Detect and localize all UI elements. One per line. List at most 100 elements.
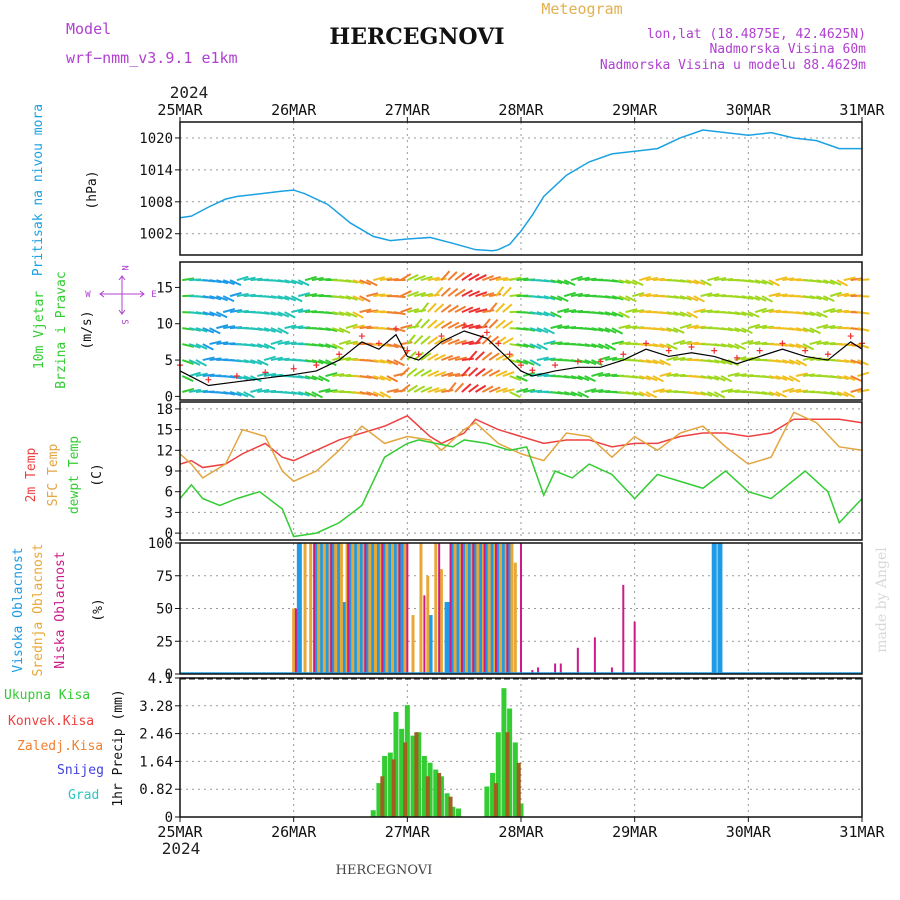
wind-barb (502, 354, 515, 361)
wind-barb (277, 340, 290, 346)
wind-barb (474, 367, 486, 377)
wind-barb (604, 295, 618, 300)
wind-barb (570, 275, 583, 282)
cloud-bar-high (365, 543, 371, 674)
wind-barb (352, 324, 365, 330)
cloud-bar-mid (476, 543, 480, 674)
wind-barb (481, 334, 492, 345)
wind-barb (318, 388, 331, 393)
y-tick-label: 2.46 (139, 727, 173, 743)
cloud-bar-mid (362, 543, 366, 674)
panel-frame (179, 542, 863, 675)
wind-barb (768, 309, 781, 314)
wind-barb (406, 334, 416, 345)
wind-barb (420, 352, 432, 361)
cloud-bar-mid (403, 543, 407, 674)
wind-barb (557, 279, 570, 286)
cloud-bar-low (593, 637, 596, 674)
wind-barb (413, 385, 426, 393)
wind-barb (406, 350, 417, 361)
wind-barb (795, 311, 809, 316)
wind-barb (468, 273, 480, 282)
cloud-bar-low (364, 543, 367, 674)
wind-barb (700, 309, 713, 314)
pressure-line (179, 129, 862, 252)
wind-barb (536, 295, 549, 300)
y-tick-label: 6 (165, 485, 173, 501)
wind-gust-marker (711, 347, 718, 354)
wind-barb (495, 370, 508, 377)
cloud-bar-low (381, 543, 384, 674)
wind-ylabel-2: Brzina i Pravac (54, 271, 69, 388)
wind-barb (447, 338, 460, 346)
wind-barb (475, 308, 488, 314)
y-tick-label: 12 (156, 443, 173, 459)
cloud-bar-mid (499, 543, 503, 674)
wind-barb (502, 286, 512, 297)
wind-gust-marker (483, 329, 490, 336)
wind-barb (325, 343, 338, 350)
cloud-bar-high (325, 543, 331, 674)
precip-bar-convective (505, 732, 510, 817)
wind-barb (318, 277, 331, 282)
wind-barb (782, 359, 795, 365)
wind-barb (243, 293, 256, 298)
wind-barb (257, 388, 270, 393)
y-tick-label: 100 (148, 536, 173, 552)
wind-barb (686, 279, 699, 285)
wind-barb (236, 275, 249, 282)
wind-barb (359, 325, 372, 330)
wind-barb (386, 388, 399, 393)
wind-barb (304, 375, 317, 381)
wind-barb (734, 373, 747, 378)
wind-barb (250, 359, 263, 366)
cloud-bar-low (449, 543, 452, 674)
wind-barb (297, 375, 311, 380)
wind-barb (372, 276, 386, 282)
wind-barb (714, 343, 727, 348)
wind-gust-marker (262, 369, 269, 376)
wind-barb (666, 327, 679, 334)
wind-barb (652, 388, 665, 393)
wind-gust-marker (779, 340, 786, 347)
wind-barb (297, 292, 311, 298)
wind-gust-marker (574, 358, 581, 365)
wind-barb (789, 388, 802, 393)
wind-barb (550, 341, 563, 346)
wind-barb (700, 391, 713, 397)
wind-barb (311, 359, 324, 365)
wind-gust-marker (529, 367, 536, 374)
wind-barb (748, 340, 761, 346)
wind-barb (543, 340, 556, 346)
wind-barb (850, 277, 863, 282)
wind-barb (433, 303, 445, 313)
cloud-bar-high (336, 543, 342, 674)
wind-barb (229, 308, 242, 314)
wind-barb (250, 375, 262, 383)
time-label-bottom: 31MAR (839, 823, 885, 841)
wind-barb (836, 309, 850, 314)
time-label-top: 26MAR (271, 101, 317, 119)
wind-barb (202, 356, 215, 362)
wind-barb (795, 389, 809, 394)
wind-barb (516, 359, 529, 365)
wind-barb (659, 372, 672, 377)
wind-barb (427, 336, 439, 345)
product-title: Meteogram (541, 0, 622, 18)
wind-barb (270, 356, 283, 362)
cloud-bar-mid (303, 543, 307, 674)
wind-barb (202, 311, 215, 317)
wind-barb (352, 279, 365, 285)
wind-barb (366, 309, 379, 314)
year-label-top: 2024 (170, 83, 209, 102)
wind-barb (243, 391, 255, 399)
wind-barb (447, 355, 461, 362)
wind-barb (427, 353, 439, 361)
wind-barb (318, 343, 331, 349)
precip-bar-total (490, 772, 496, 817)
cloud-bar-low (622, 584, 625, 674)
wind-barb (788, 359, 801, 366)
wind-barb (447, 287, 459, 297)
cloud-unit: (%) (91, 598, 106, 621)
wind-barb (611, 295, 624, 301)
